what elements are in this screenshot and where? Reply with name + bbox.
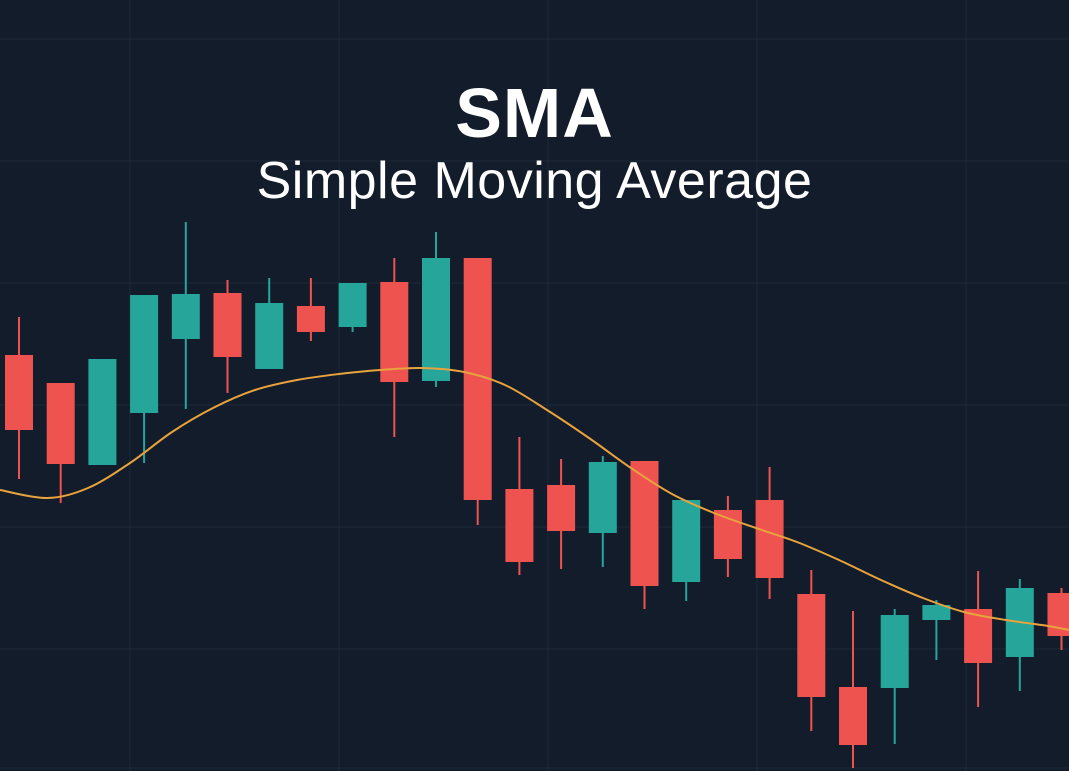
candle-body bbox=[5, 355, 33, 430]
candlestick-chart bbox=[0, 0, 1069, 771]
candle-body bbox=[297, 306, 325, 332]
candle-body bbox=[631, 461, 659, 586]
candle-body bbox=[88, 359, 116, 465]
candle-body bbox=[255, 303, 283, 369]
candle-body bbox=[756, 500, 784, 578]
candle-body bbox=[547, 485, 575, 531]
candle-body bbox=[214, 293, 242, 357]
candle-body bbox=[672, 500, 700, 582]
candle-body bbox=[422, 258, 450, 381]
candle-body bbox=[505, 489, 533, 562]
candle-body bbox=[797, 594, 825, 697]
candle-body bbox=[172, 294, 200, 339]
candle-body bbox=[589, 462, 617, 533]
candle-body bbox=[47, 383, 75, 464]
candle-body bbox=[130, 295, 158, 413]
candle-body bbox=[380, 282, 408, 382]
chart-container: SMA Simple Moving Average bbox=[0, 0, 1069, 771]
candle-body bbox=[839, 687, 867, 745]
candle-body bbox=[339, 283, 367, 327]
candle-body bbox=[881, 615, 909, 688]
